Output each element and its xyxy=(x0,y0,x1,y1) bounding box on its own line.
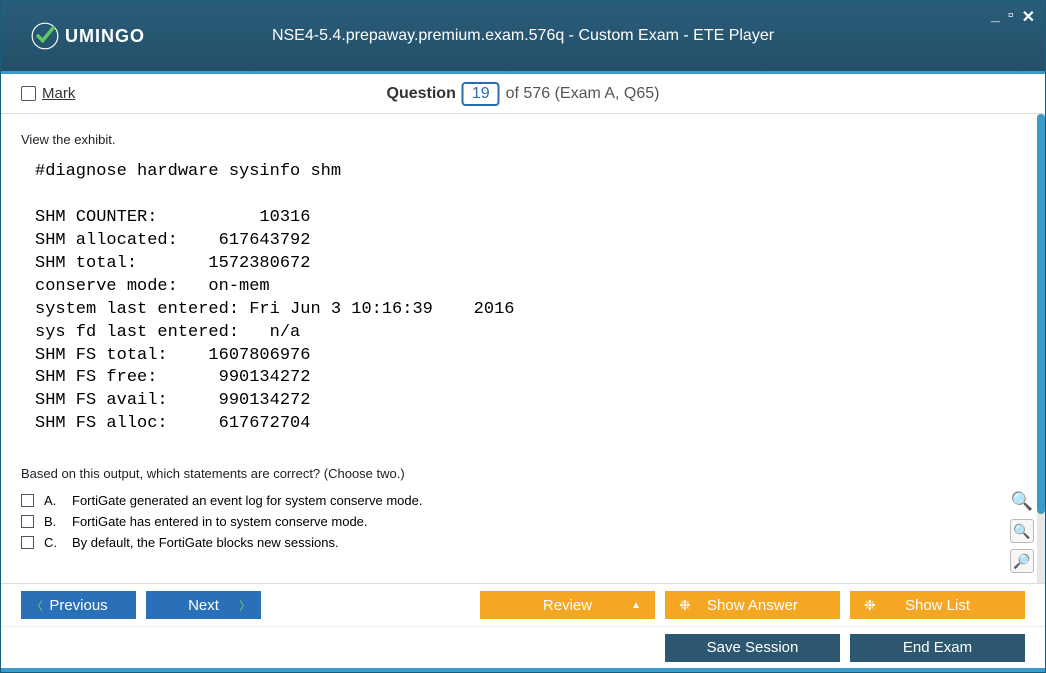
brand-text: UMINGO xyxy=(65,26,145,47)
titlebar: UMINGO NSE4-5.4.prepaway.premium.exam.57… xyxy=(1,1,1045,71)
end-exam-label: End Exam xyxy=(903,639,972,656)
next-button[interactable]: Next 〉 xyxy=(146,591,261,619)
mark-checkbox-group[interactable]: Mark xyxy=(21,85,75,102)
footer: 〈 Previous Next 〉 Review ▲ ❉ Show Answer… xyxy=(1,583,1045,672)
zoom-out-button[interactable]: 🔎 xyxy=(1010,549,1034,573)
maximize-button[interactable]: ▫ xyxy=(1008,7,1014,27)
list-icon: ❉ xyxy=(864,597,876,614)
show-list-label: Show List xyxy=(905,597,970,614)
search-icon[interactable]: 🔍 xyxy=(1010,489,1034,513)
close-button[interactable]: ✕ xyxy=(1022,7,1035,27)
window-title: NSE4-5.4.prepaway.premium.exam.576q - Cu… xyxy=(272,27,774,45)
question-of-text: of 576 (Exam A, Q65) xyxy=(506,85,660,103)
save-session-button[interactable]: Save Session xyxy=(665,634,840,662)
question-label: Question xyxy=(387,85,456,103)
option-b[interactable]: B. FortiGate has entered in to system co… xyxy=(21,514,987,529)
tag-icon: ❉ xyxy=(679,597,691,614)
scrollbar[interactable] xyxy=(1037,114,1045,583)
scroll-thumb[interactable] xyxy=(1037,114,1045,514)
window-controls: _ ▫ ✕ xyxy=(991,7,1035,27)
mark-checkbox[interactable] xyxy=(21,86,36,101)
question-text: Based on this output, which statements a… xyxy=(21,466,987,481)
question-nav: Question 19 of 576 (Exam A, Q65) xyxy=(387,82,660,106)
chevron-right-icon: 〉 xyxy=(239,597,251,614)
mark-label: Mark xyxy=(42,85,75,102)
zoom-in-button[interactable]: 🔍 xyxy=(1010,519,1034,543)
checkmark-icon xyxy=(31,22,59,50)
review-label: Review xyxy=(543,597,592,614)
show-list-button[interactable]: ❉ Show List xyxy=(850,591,1025,619)
option-letter: C. xyxy=(44,535,62,550)
option-a[interactable]: A. FortiGate generated an event log for … xyxy=(21,493,987,508)
minimize-button[interactable]: _ xyxy=(991,7,1000,27)
content-main: View the exhibit. #diagnose hardware sys… xyxy=(1,114,1007,583)
content-area: View the exhibit. #diagnose hardware sys… xyxy=(1,114,1045,583)
side-controls: 🔍 🔍 🔎 xyxy=(1007,114,1037,583)
review-button[interactable]: Review ▲ xyxy=(480,591,655,619)
option-checkbox[interactable] xyxy=(21,536,34,549)
brand-logo: UMINGO xyxy=(31,22,145,50)
footer-row-bottom: Save Session End Exam xyxy=(1,626,1045,668)
end-exam-button[interactable]: End Exam xyxy=(850,634,1025,662)
previous-label: Previous xyxy=(49,597,107,614)
previous-button[interactable]: 〈 Previous xyxy=(21,591,136,619)
options-list: A. FortiGate generated an event log for … xyxy=(21,493,987,550)
question-number[interactable]: 19 xyxy=(462,82,500,106)
option-checkbox[interactable] xyxy=(21,515,34,528)
option-checkbox[interactable] xyxy=(21,494,34,507)
option-text: By default, the FortiGate blocks new ses… xyxy=(72,535,339,550)
show-answer-label: Show Answer xyxy=(707,597,798,614)
divider xyxy=(1,668,1045,672)
option-letter: A. xyxy=(44,493,62,508)
next-label: Next xyxy=(188,597,219,614)
footer-row-main: 〈 Previous Next 〉 Review ▲ ❉ Show Answer… xyxy=(1,584,1045,626)
chevron-up-icon: ▲ xyxy=(631,600,641,611)
app-window: UMINGO NSE4-5.4.prepaway.premium.exam.57… xyxy=(0,0,1046,673)
option-c[interactable]: C. By default, the FortiGate blocks new … xyxy=(21,535,987,550)
exhibit-text: #diagnose hardware sysinfo shm SHM COUNT… xyxy=(35,161,987,436)
exhibit-label: View the exhibit. xyxy=(21,132,987,147)
chevron-left-icon: 〈 xyxy=(31,597,43,614)
option-text: FortiGate generated an event log for sys… xyxy=(72,493,422,508)
save-session-label: Save Session xyxy=(707,639,799,656)
option-text: FortiGate has entered in to system conse… xyxy=(72,514,368,529)
show-answer-button[interactable]: ❉ Show Answer xyxy=(665,591,840,619)
question-header: Mark Question 19 of 576 (Exam A, Q65) xyxy=(1,74,1045,114)
option-letter: B. xyxy=(44,514,62,529)
